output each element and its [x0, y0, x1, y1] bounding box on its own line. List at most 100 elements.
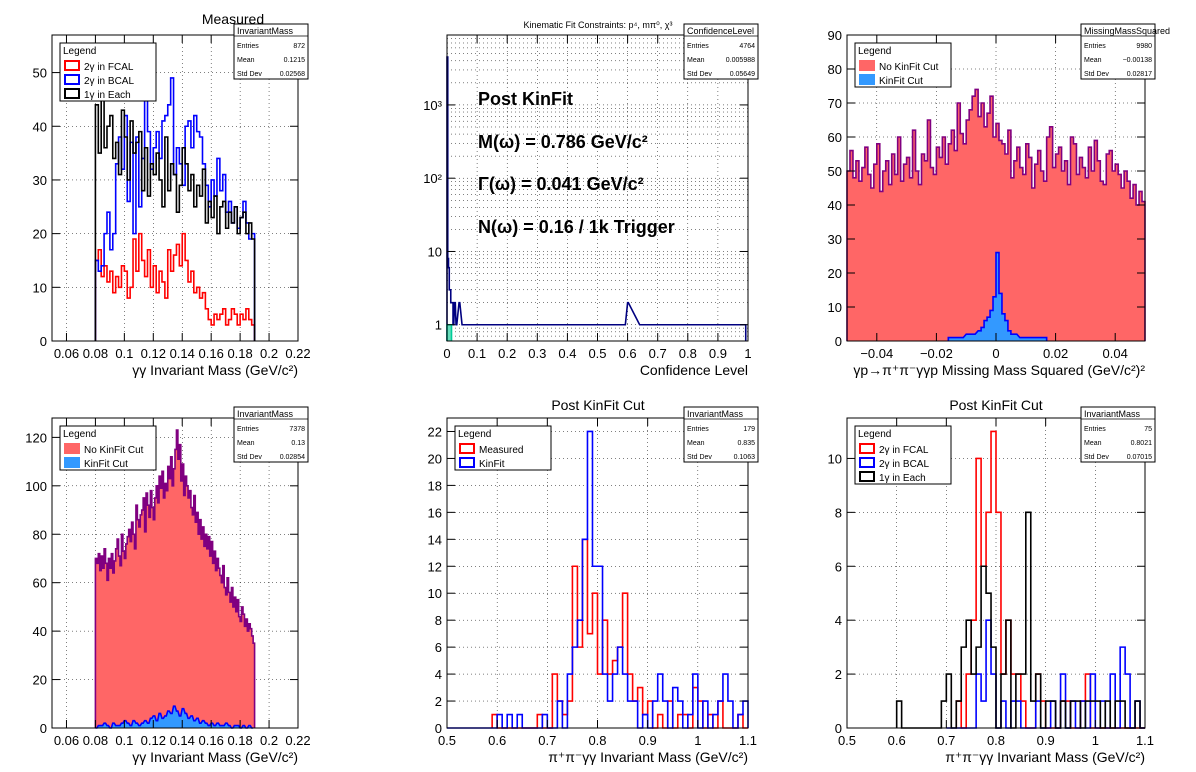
legend: Legend No KinFit Cut KinFit Cut — [854, 42, 952, 88]
x-axis-label: π⁺π⁻γγ Invariant Mass (GeV/c²) — [945, 749, 1145, 765]
x-tick-label: 0.2 — [260, 346, 278, 361]
legend: Legend Measured KinFit — [454, 425, 552, 471]
stats-box-frame — [683, 406, 759, 463]
stats-value: 0.005988 — [726, 57, 755, 64]
stats-key: Mean — [687, 440, 705, 447]
y-tick-label: 0 — [435, 721, 442, 736]
x-axis-label: γγ Invariant Mass (GeV/c²) — [132, 749, 298, 765]
stats-value: 7378 — [289, 426, 305, 433]
y-tick-label: 8 — [435, 613, 442, 628]
y-tick-label: 90 — [828, 28, 842, 43]
y-tick-label: 18 — [428, 478, 442, 493]
y-tick-label: 4 — [435, 667, 442, 682]
x-tick-label: 0.3 — [528, 346, 546, 361]
x-tick-label: 0.6 — [888, 733, 906, 748]
x-axis-label: γγ Invariant Mass (GeV/c²) — [132, 362, 298, 378]
x-tick-label: 1 — [1092, 733, 1099, 748]
x-tick-label: 0.12 — [141, 733, 166, 748]
legend-title: Legend — [63, 429, 96, 440]
x-tick-label: 0.9 — [639, 733, 657, 748]
stats-key: Entries — [1084, 43, 1106, 50]
y-tick-label: 30 — [828, 232, 842, 247]
legend-swatch — [859, 443, 875, 454]
y-tick-label: 6 — [435, 640, 442, 655]
legend-swatch — [859, 471, 875, 482]
legend-entry: KinFit Cut — [879, 76, 923, 87]
x-tick-label: 0.12 — [141, 346, 166, 361]
chart-title: Kinematic Fit Constraints: p⁴, mπ⁰, χ³ — [524, 20, 673, 30]
stats-key: Std Dev — [1084, 71, 1109, 78]
x-tick-label: 0.5 — [838, 733, 856, 748]
series-line — [94, 429, 256, 728]
y-tick-label: 10 — [828, 451, 842, 466]
stats-value: 0.02854 — [280, 454, 305, 461]
y-tick-label: 80 — [828, 62, 842, 77]
legend-swatch — [859, 60, 875, 71]
legend-entry: Measured — [479, 445, 523, 456]
x-tick-label: 0.9 — [1037, 733, 1055, 748]
y-tick-label: 0 — [835, 334, 842, 349]
series-fill — [447, 324, 452, 341]
histogram-series — [446, 56, 747, 341]
chart-panel: 0.5 0.6 0.7 0.8 0.9 1 1.1 0 2 4 6 8 10 π⁺π⁻γγ Invaria… — [828, 397, 1156, 765]
y-tick-label: 8 — [835, 505, 842, 520]
x-tick-label: 0.5 — [588, 346, 606, 361]
legend-swatch — [459, 457, 475, 468]
y-tick-label: 1 — [435, 318, 442, 333]
stats-key: Mean — [237, 440, 255, 447]
y-tick-label: 14 — [428, 532, 442, 547]
stats-value: 179 — [743, 426, 755, 433]
x-tick-label: −0.04 — [860, 346, 893, 361]
x-tick-label: 0.6 — [488, 733, 506, 748]
stats-value: 0.835 — [737, 440, 755, 447]
stats-key: Mean — [237, 57, 255, 64]
series-fill — [95, 430, 255, 728]
x-tick-label: 0 — [992, 346, 999, 361]
chart-title: Post KinFit Cut — [551, 397, 644, 413]
series-line — [94, 87, 256, 341]
x-axis-label: Confidence Level — [640, 362, 748, 378]
y-tick-label: 6 — [835, 559, 842, 574]
x-tick-label: 0.22 — [285, 733, 310, 748]
legend-title: Legend — [858, 46, 891, 57]
series-line — [94, 232, 256, 341]
legend-title: Legend — [858, 429, 891, 440]
stats-key: Entries — [1084, 426, 1106, 433]
y-tick-label: 12 — [428, 559, 442, 574]
x-tick-label: 0.8 — [679, 346, 697, 361]
annotation-text: Post KinFit — [478, 89, 573, 109]
stats-value: 0.02568 — [280, 71, 305, 78]
stats-box: InvariantMass Entries 75 Mean 0.8021 Std Dev 0… — [1080, 406, 1156, 463]
stats-key: Entries — [237, 426, 259, 433]
y-tick-label: 10 — [33, 280, 47, 295]
annotation-text: M(ω) = 0.786 GeV/c² — [478, 132, 648, 152]
x-tick-label: 0.14 — [170, 733, 195, 748]
legend-entry: 1γ in Each — [879, 473, 926, 484]
histogram-series — [947, 251, 1048, 341]
x-tick-label: 0.14 — [170, 346, 195, 361]
x-tick-label: 0.2 — [260, 733, 278, 748]
y-tick-label: 2 — [435, 694, 442, 709]
series-line — [95, 705, 254, 729]
y-tick-label: 80 — [33, 527, 47, 542]
x-tick-label: 0.2 — [498, 346, 516, 361]
x-tick-label: 0.18 — [227, 733, 252, 748]
stats-key: Entries — [687, 426, 709, 433]
legend-entry: 1γ in Each — [84, 90, 131, 101]
y-tick-label: 20 — [33, 673, 47, 688]
stats-box-frame — [233, 406, 309, 463]
stats-key: Std Dev — [1084, 454, 1109, 461]
x-tick-label: 0.7 — [649, 346, 667, 361]
stats-title: InvariantMass — [1084, 409, 1141, 419]
stats-box: InvariantMass Entries 7378 Mean 0.13 Std Dev 0… — [233, 406, 309, 463]
x-tick-label: 0.9 — [709, 346, 727, 361]
stats-value: 4764 — [739, 43, 755, 50]
legend-swatch — [64, 88, 80, 99]
x-tick-label: 0.08 — [83, 346, 108, 361]
stats-key: Entries — [237, 43, 259, 50]
x-tick-label: 0.1 — [468, 346, 486, 361]
legend: Legend 2γ in FCAL 2γ in BCAL 1γ in Each — [59, 42, 157, 102]
stats-title: MissingMassSquared — [1084, 26, 1170, 36]
stats-value: 0.13 — [291, 440, 305, 447]
legend-swatch — [64, 443, 80, 454]
